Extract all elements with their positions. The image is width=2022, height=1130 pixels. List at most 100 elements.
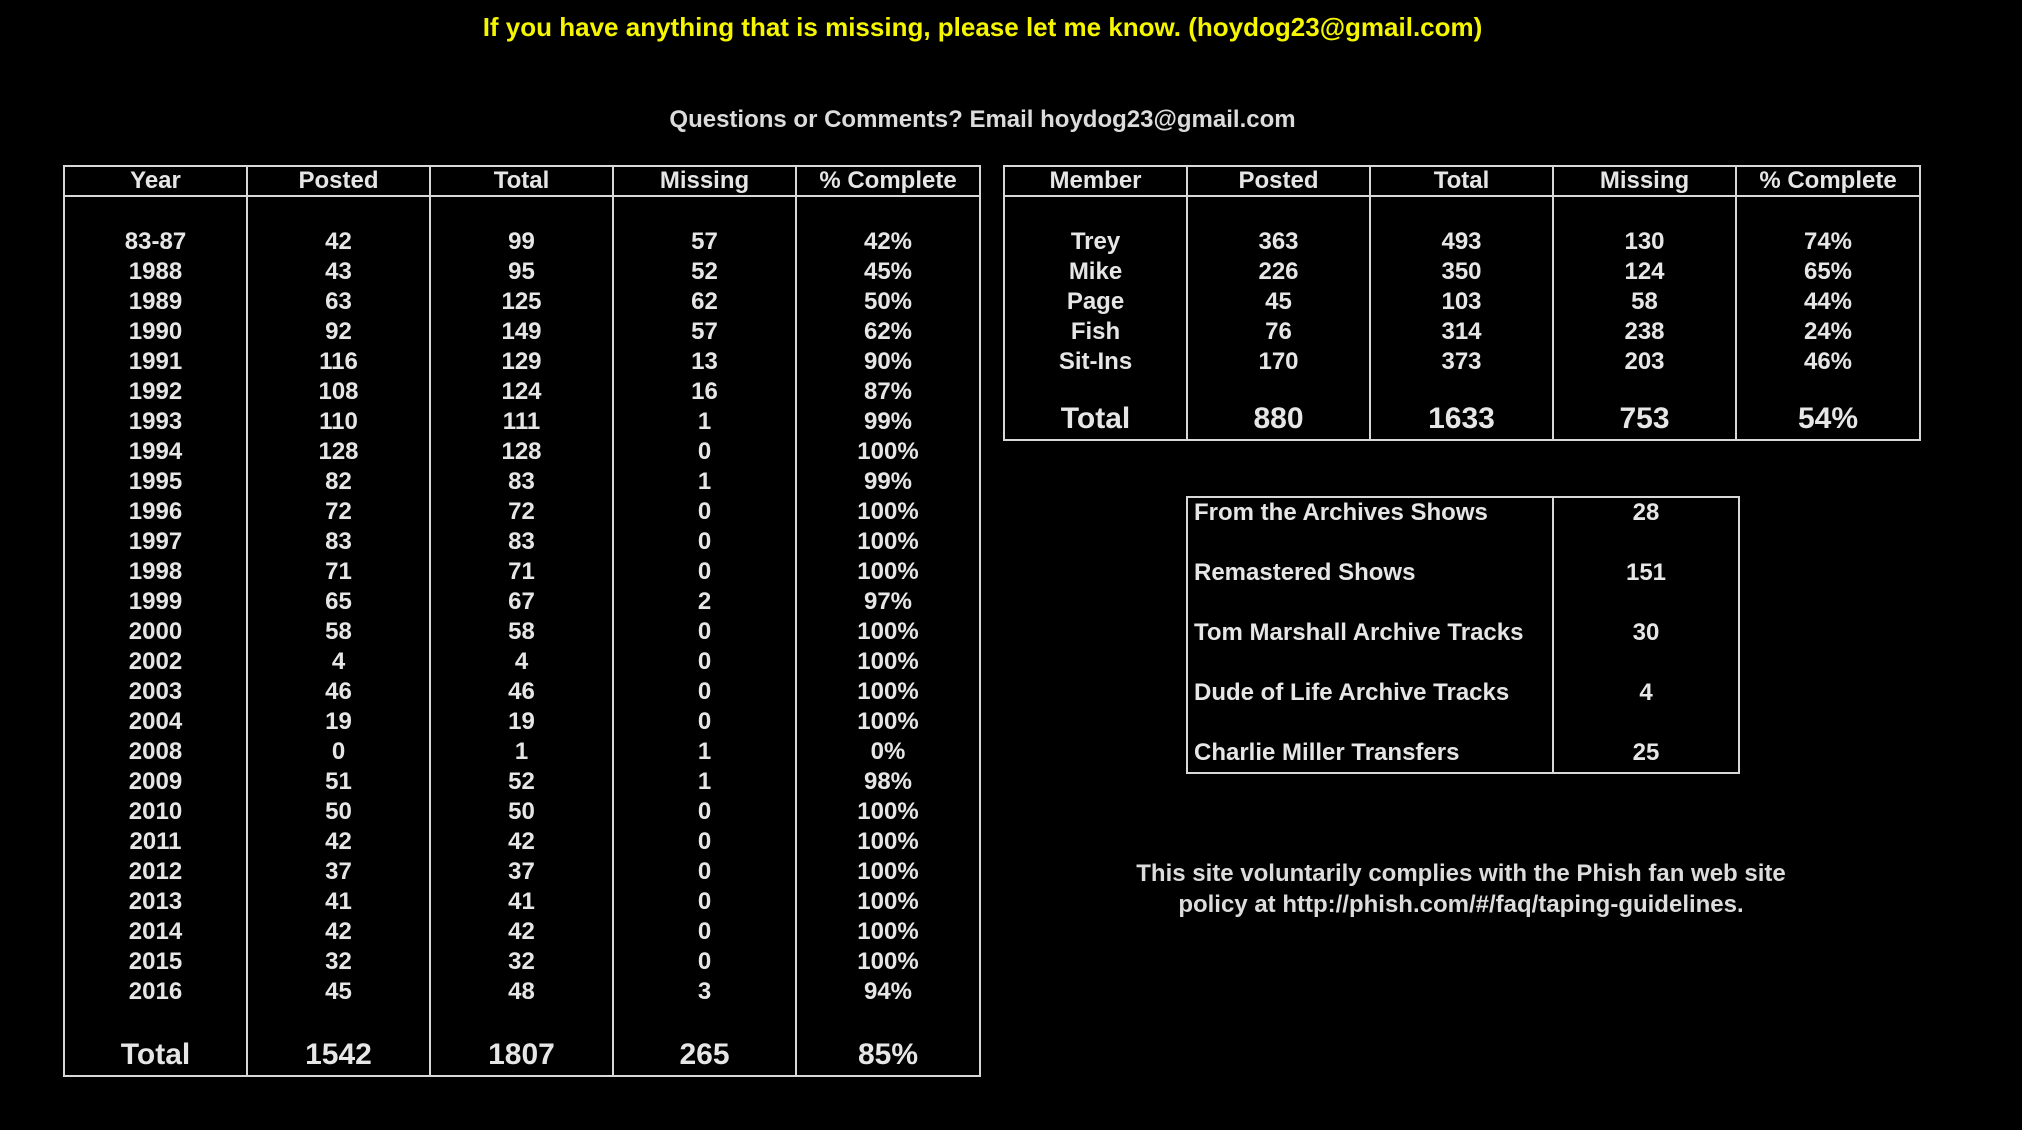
table-cell: Fish <box>1003 317 1188 347</box>
table-cell: 90% <box>795 347 981 377</box>
table-cell: 30 <box>1552 618 1740 678</box>
table-cell: 50 <box>246 797 431 827</box>
table-cell: 1992 <box>63 377 248 407</box>
table-cell: Tom Marshall Archive Tracks <box>1186 618 1554 678</box>
table-cell: 42 <box>246 227 431 257</box>
table-cell: 83 <box>246 527 431 557</box>
table-row: 1990 92 149 57 62% <box>63 317 981 347</box>
table-cell: 1990 <box>63 317 248 347</box>
table-cell: 41 <box>246 887 431 917</box>
table-row: 1988 43 95 52 45% <box>63 257 981 287</box>
gap-row <box>63 1007 981 1035</box>
table-cell: 2012 <box>63 857 248 887</box>
table-cell: 46 <box>429 677 614 707</box>
table-row: 2008 0 1 1 0% <box>63 737 981 767</box>
members-table: Member Posted Total Missing % Complete T… <box>1003 165 1921 441</box>
table-cell: 52 <box>612 257 797 287</box>
table-cell: 0 <box>612 497 797 527</box>
table-row: 2013 41 41 0 100% <box>63 887 981 917</box>
archives-table: From the Archives Shows 28 Remastered Show… <box>1186 496 1740 774</box>
table-cell: Sit-Ins <box>1003 347 1188 377</box>
table-row: 2012 37 37 0 100% <box>63 857 981 887</box>
table-cell: 1995 <box>63 467 248 497</box>
table-cell: 226 <box>1186 257 1371 287</box>
table-row: Mike 226 350 124 65% <box>1003 257 1921 287</box>
table-cell: 98% <box>795 767 981 797</box>
table-cell: Page <box>1003 287 1188 317</box>
table-row: Dude of Life Archive Tracks 4 <box>1186 678 1740 738</box>
table-cell: 880 <box>1186 399 1371 440</box>
table-cell: 1996 <box>63 497 248 527</box>
table-cell: 99 <box>429 227 614 257</box>
table-cell: 314 <box>1369 317 1554 347</box>
table-cell: 42% <box>795 227 981 257</box>
table-cell: 130 <box>1552 227 1737 257</box>
table-cell: 493 <box>1369 227 1554 257</box>
table-cell: 3 <box>612 977 797 1007</box>
table-cell: 2010 <box>63 797 248 827</box>
table-row: 2014 42 42 0 100% <box>63 917 981 947</box>
table-cell <box>1369 377 1554 399</box>
table-cell: 2004 <box>63 707 248 737</box>
header-year: Year <box>63 166 248 197</box>
table-cell: 0 <box>612 677 797 707</box>
table-cell: 95 <box>429 257 614 287</box>
table-cell: 125 <box>429 287 614 317</box>
table-cell: Total <box>63 1035 248 1076</box>
table-cell: 100% <box>795 887 981 917</box>
table-cell: 71 <box>429 557 614 587</box>
table-cell <box>63 1007 248 1035</box>
table-cell: 83 <box>429 467 614 497</box>
header-missing: Missing <box>1552 166 1737 197</box>
table-cell: 19 <box>429 707 614 737</box>
table-row: 2000 58 58 0 100% <box>63 617 981 647</box>
table-row: 1995 82 83 1 99% <box>63 467 981 497</box>
table-cell: 170 <box>1186 347 1371 377</box>
table-cell: From the Archives Shows <box>1186 497 1554 558</box>
table-cell: 1989 <box>63 287 248 317</box>
table-cell: 62% <box>795 317 981 347</box>
table-cell: 32 <box>429 947 614 977</box>
table-row: Charlie Miller Transfers 25 <box>1186 738 1740 773</box>
table-cell: 2013 <box>63 887 248 917</box>
table-cell: 1997 <box>63 527 248 557</box>
spacer-row <box>1003 196 1921 227</box>
table-cell: 87% <box>795 377 981 407</box>
table-cell: 58 <box>246 617 431 647</box>
table-row: 2015 32 32 0 100% <box>63 947 981 977</box>
table-row: 2002 4 4 0 100% <box>63 647 981 677</box>
table-row: 1997 83 83 0 100% <box>63 527 981 557</box>
table-cell: 1991 <box>63 347 248 377</box>
table-cell: 2003 <box>63 677 248 707</box>
table-cell: 82 <box>246 467 431 497</box>
table-cell: 2 <box>612 587 797 617</box>
table-cell: 13 <box>612 347 797 377</box>
table-cell: 100% <box>795 827 981 857</box>
table-cell: 111 <box>429 407 614 437</box>
table-cell: 100% <box>795 527 981 557</box>
table-row: Page 45 103 58 44% <box>1003 287 1921 317</box>
table-cell: 100% <box>795 797 981 827</box>
table-cell: 149 <box>429 317 614 347</box>
table-cell: 62 <box>612 287 797 317</box>
table-cell: 46 <box>246 677 431 707</box>
table-cell: 1633 <box>1369 399 1554 440</box>
table-cell: 32 <box>246 947 431 977</box>
members-header-row: Member Posted Total Missing % Complete <box>1003 166 1921 197</box>
table-cell: 43 <box>246 257 431 287</box>
table-cell: 0 <box>612 527 797 557</box>
table-cell: 350 <box>1369 257 1554 287</box>
table-cell: 1 <box>429 737 614 767</box>
table-cell: 203 <box>1552 347 1737 377</box>
table-cell <box>1003 377 1188 399</box>
table-row: 2004 19 19 0 100% <box>63 707 981 737</box>
policy-line-2: policy at http://phish.com/#/faq/taping-… <box>1178 891 1744 918</box>
table-cell: 4 <box>429 647 614 677</box>
table-cell: Trey <box>1003 227 1188 257</box>
table-cell: 2014 <box>63 917 248 947</box>
table-cell: 238 <box>1552 317 1737 347</box>
table-row: 1998 71 71 0 100% <box>63 557 981 587</box>
table-row: 1989 63 125 62 50% <box>63 287 981 317</box>
header-total: Total <box>429 166 614 197</box>
table-cell: 58 <box>429 617 614 647</box>
